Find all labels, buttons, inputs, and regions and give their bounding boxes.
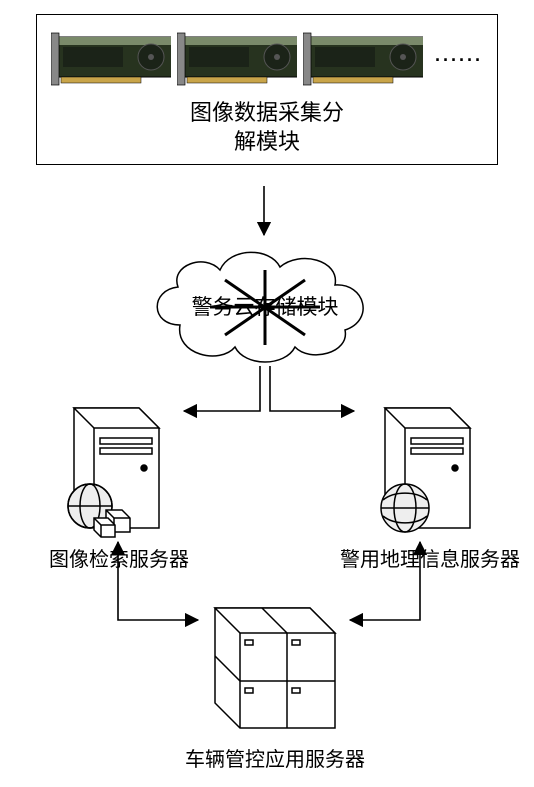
image-acquisition-label: 图像数据采集分 解模块 bbox=[51, 99, 483, 156]
vehicle-control-app-server: 车辆管控应用服务器 bbox=[180, 588, 370, 773]
image-acquisition-module: ······ 图像数据采集分 解模块 bbox=[36, 14, 498, 165]
gpu-card-icon bbox=[303, 25, 423, 95]
server-icon bbox=[44, 388, 194, 538]
gpu-row: ······ bbox=[51, 25, 483, 95]
gpu-card-icon bbox=[51, 25, 171, 95]
server-rack-icon bbox=[190, 588, 360, 738]
vehicle-control-app-server-label: 车辆管控应用服务器 bbox=[180, 747, 370, 773]
ellipsis-icon: ······ bbox=[435, 50, 483, 71]
police-gis-server-label: 警用地理信息服务器 bbox=[340, 547, 520, 573]
image-retrieval-server-label: 图像检索服务器 bbox=[44, 547, 194, 573]
police-cloud-storage-label: 警务云存储模块 bbox=[150, 290, 380, 321]
server-icon bbox=[355, 388, 505, 538]
police-gis-server: 警用地理信息服务器 bbox=[340, 388, 520, 573]
image-retrieval-server: 图像检索服务器 bbox=[44, 388, 194, 573]
gpu-card-icon bbox=[177, 25, 297, 95]
